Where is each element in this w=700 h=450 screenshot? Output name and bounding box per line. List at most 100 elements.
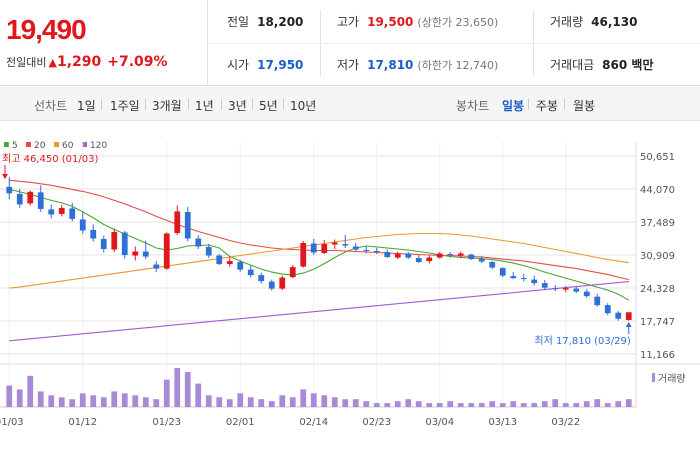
- volume-bar: [583, 401, 590, 407]
- period-1w-button[interactable]: 1주일: [110, 99, 140, 113]
- weekly-candle-button[interactable]: 주봉: [536, 99, 559, 113]
- volume-bar: [331, 397, 338, 407]
- low-label: 저가: [337, 58, 360, 72]
- volume-label: 거래량: [550, 15, 584, 29]
- low-annotation: 최저 17,810 (03/29): [534, 335, 630, 347]
- prev-close: 전일 18,200: [227, 0, 303, 43]
- candle-body: [468, 254, 475, 260]
- candle-body: [552, 288, 559, 290]
- volume-value: 46,130: [591, 14, 638, 29]
- y-tick-label: 50,651: [640, 152, 675, 163]
- separator: [564, 99, 565, 110]
- volume-bar: [552, 399, 559, 407]
- high-label: 고가: [337, 15, 360, 29]
- ma-line-5: [9, 188, 630, 301]
- volume-bar: [279, 395, 286, 407]
- daily-candle-button[interactable]: 일봉: [502, 99, 525, 113]
- high-arrow-head: [2, 174, 8, 179]
- volume-bar: [373, 403, 380, 407]
- period-3m-button[interactable]: 3개월: [152, 99, 182, 113]
- candle-body: [16, 193, 23, 205]
- candle-body: [142, 251, 149, 257]
- y-tick-label: 24,328: [640, 284, 675, 295]
- period-3y-button[interactable]: 3년: [228, 99, 247, 113]
- high-price: 고가 19,500 (상한가 23,650): [337, 0, 498, 43]
- volume-bar: [415, 401, 422, 407]
- turnover-value: 860 백만: [602, 58, 654, 72]
- legend-swatch-120: [82, 142, 87, 147]
- candle-body: [510, 276, 517, 279]
- y-tick-label: 17,747: [640, 317, 675, 328]
- volume-bar: [16, 389, 23, 407]
- ma-line-60: [9, 232, 629, 289]
- period-10y-button[interactable]: 10년: [290, 99, 317, 113]
- volume-bar: [111, 391, 118, 407]
- legend-swatch-60: [54, 142, 59, 147]
- volume-bar: [300, 389, 307, 407]
- low-arrow-head: [625, 322, 632, 327]
- separator: [145, 99, 146, 110]
- period-5y-button[interactable]: 5년: [259, 99, 278, 113]
- monthly-candle-button[interactable]: 월봉: [573, 99, 596, 113]
- volume-bar: [153, 399, 160, 407]
- candle-body: [415, 258, 422, 263]
- candle-body: [6, 186, 13, 194]
- candle-body: [426, 257, 433, 262]
- volume-bar: [310, 393, 317, 407]
- candle-body: [79, 219, 86, 231]
- prev-close-value: 18,200: [257, 14, 304, 29]
- legend-swatch-5: [4, 142, 9, 147]
- lower-limit: (하한가 12,740): [417, 58, 499, 72]
- legend-label: 120: [90, 141, 107, 151]
- candle-body: [342, 244, 349, 246]
- candle-body: [520, 278, 527, 280]
- separator: [188, 99, 189, 110]
- volume-legend-label: 거래량: [658, 373, 686, 385]
- current-price: 19,490: [6, 14, 87, 45]
- candle-body: [174, 211, 181, 233]
- volume-bar: [195, 383, 202, 407]
- stock-chart-svg[interactable]: 5 20 60 120 50,651 44,070 37,489 30,909 24,328 17…: [0, 122, 700, 450]
- legend-label: 20: [34, 141, 46, 151]
- y-tick-label: 11,166: [640, 350, 675, 361]
- volume-bar: [90, 395, 97, 407]
- period-1d-button[interactable]: 1일: [77, 99, 96, 113]
- volume-bar: [132, 395, 139, 407]
- candle-body: [153, 264, 160, 269]
- x-tick-label: 03/22: [551, 417, 580, 428]
- volume-bar: [615, 401, 622, 407]
- change-label: 전일대비: [6, 56, 47, 69]
- candle-body: [363, 250, 370, 252]
- separator: [528, 99, 529, 110]
- candle-body: [121, 232, 128, 256]
- candle-body: [37, 192, 44, 209]
- prev-close-label: 전일: [227, 15, 250, 29]
- period-1y-button[interactable]: 1년: [195, 99, 214, 113]
- candle-body: [289, 267, 296, 278]
- x-tick-label: 02/23: [362, 417, 391, 428]
- candle-body: [331, 242, 338, 245]
- volume-bar: [163, 379, 170, 407]
- y-tick-label: 44,070: [640, 185, 675, 196]
- ma-line-20: [9, 179, 629, 281]
- candle-body: [195, 238, 202, 247]
- volume-bar: [594, 399, 601, 407]
- candle-body: [90, 229, 97, 239]
- stock-chart[interactable]: 5 20 60 120 50,651 44,070 37,489 30,909 24,328 17…: [0, 122, 700, 450]
- separator: [252, 99, 253, 110]
- x-tick-label: 02/01: [226, 417, 255, 428]
- chart-toolbar: 선차트 1일 1주일 3개월 1년 3년 5년 10년 봉차트 일봉 주봉 월봉: [0, 87, 700, 121]
- volume-bar: [268, 401, 275, 407]
- low-value: 17,810: [367, 57, 414, 72]
- candle-body: [58, 207, 65, 214]
- volume-legend-swatch: [652, 373, 655, 382]
- candle-body: [384, 252, 391, 258]
- volume-bar: [468, 403, 475, 407]
- legend-label: 5: [12, 141, 18, 151]
- separator: [101, 99, 102, 110]
- volume-bar: [79, 393, 86, 407]
- ma-line-120: [9, 281, 629, 342]
- volume-bar: [174, 368, 181, 407]
- candle-body: [499, 268, 506, 276]
- volume-bar: [37, 391, 44, 407]
